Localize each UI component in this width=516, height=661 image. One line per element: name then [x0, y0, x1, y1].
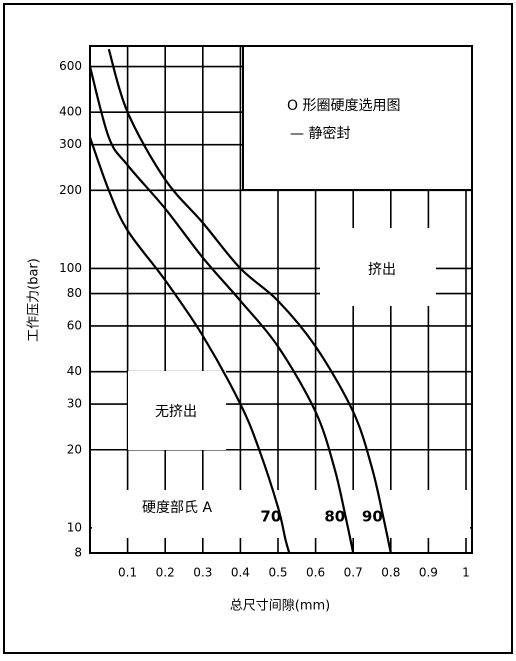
annotation: 无挤出 — [155, 404, 197, 420]
x-tick-label: 0.6 — [306, 566, 325, 580]
no-extrusion-box — [128, 371, 226, 450]
y-tick-label: 8 — [74, 546, 82, 560]
curve-label: 80 — [324, 508, 345, 526]
curve-label: 90 — [362, 508, 383, 526]
x-tick-label: 0.8 — [381, 566, 400, 580]
y-tick-label: 60 — [67, 318, 82, 332]
curve-label: 70 — [260, 508, 281, 526]
x-tick-label: 0.1 — [118, 566, 137, 580]
legend-strip — [92, 490, 470, 538]
plot: 70 80 90 — [88, 48, 392, 554]
y-axis-label: 工作压力(bar) — [27, 258, 42, 342]
chart-subtitle: — 静密封 — [290, 125, 350, 142]
x-tick-label: 0.3 — [193, 566, 212, 580]
x-tick-label: 1 — [462, 566, 470, 580]
x-axis-label: 总尺寸间隙(mm) — [230, 599, 330, 614]
legend-title: 硬度部氏 A — [142, 500, 212, 516]
curve — [88, 137, 291, 554]
annotation: 挤出 — [368, 262, 396, 278]
curve — [88, 66, 355, 554]
x-tick-label: 0.5 — [268, 566, 287, 580]
y-tick-label: 40 — [67, 364, 82, 378]
title-box — [242, 45, 473, 191]
y-tick-label: 100 — [59, 261, 82, 275]
x-tick-label: 0.4 — [231, 566, 250, 580]
y-tick-label: 20 — [67, 442, 82, 456]
chart-title: O 形圈硬度选用图 — [287, 98, 400, 114]
boxes — [92, 45, 473, 538]
x-tick-label: 0.9 — [419, 566, 438, 580]
y-tick-label: 10 — [67, 520, 82, 534]
x-tick-label: 0.2 — [156, 566, 175, 580]
y-tick-label: 400 — [59, 105, 82, 119]
x-tick-label: 0.7 — [344, 566, 363, 580]
y-tick-label: 200 — [59, 183, 82, 197]
extrusion-box — [320, 228, 436, 306]
curve — [107, 48, 392, 554]
y-tick-label: 600 — [59, 59, 82, 73]
y-tick-label: 300 — [59, 137, 82, 151]
y-tick-label: 30 — [67, 397, 82, 411]
y-tick-label: 80 — [67, 286, 82, 300]
